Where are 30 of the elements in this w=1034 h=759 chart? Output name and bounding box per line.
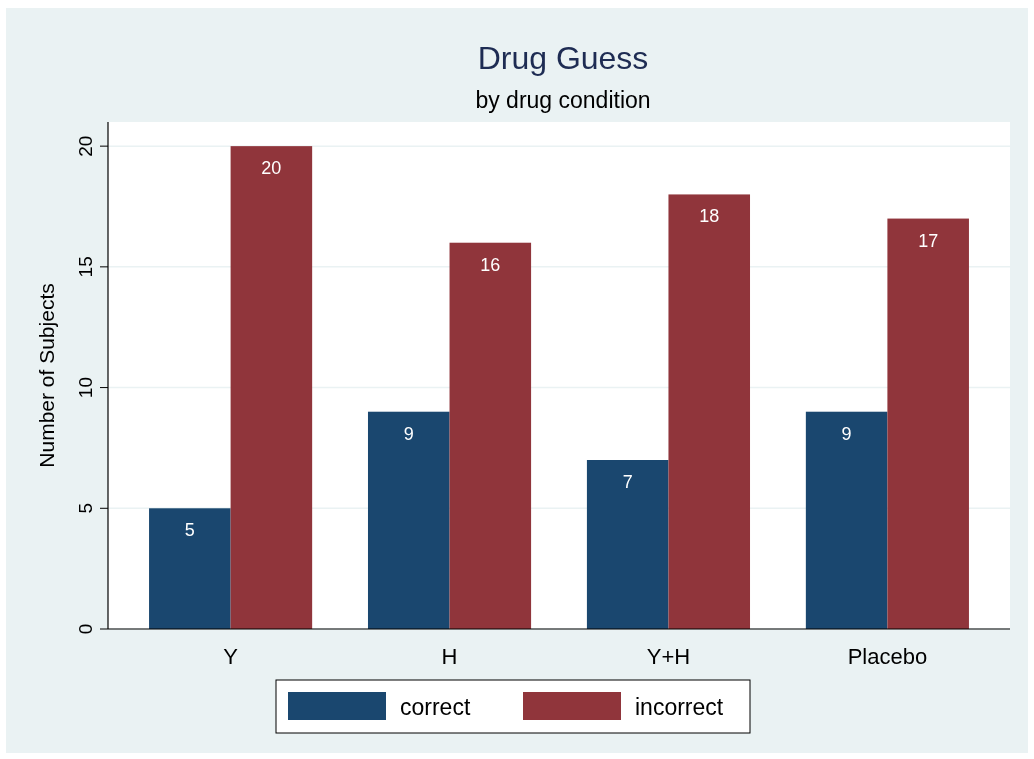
chart-subtitle: by drug condition — [475, 87, 651, 113]
data-label: 5 — [184, 520, 195, 541]
bar — [449, 242, 532, 629]
y-tick-label: 15 — [75, 256, 96, 278]
bar — [586, 460, 669, 629]
y-tick-label: 0 — [75, 623, 96, 635]
bar — [805, 411, 888, 629]
data-label: 17 — [918, 230, 939, 251]
data-label: 20 — [261, 158, 282, 179]
bar — [230, 146, 313, 629]
x-tick-label: H — [441, 644, 458, 669]
y-tick-label: 20 — [75, 135, 96, 157]
chart-title: Drug Guess — [477, 40, 649, 76]
x-tick-label: Placebo — [847, 644, 928, 669]
bar — [149, 508, 231, 629]
bar — [668, 194, 751, 629]
x-tick-label: Y+H — [646, 644, 691, 669]
legend-label: incorrect — [635, 694, 724, 720]
legend-label: correct — [400, 694, 471, 720]
x-tick-label: Y — [223, 644, 239, 669]
data-label: 9 — [403, 423, 414, 444]
data-label: 7 — [622, 472, 633, 492]
y-tick-label: 10 — [75, 377, 96, 399]
data-label: 18 — [699, 206, 720, 227]
data-label: 16 — [480, 254, 501, 275]
y-axis-title: Number of Subjects — [35, 283, 58, 468]
bar — [887, 218, 969, 629]
y-tick-label: 5 — [75, 503, 96, 514]
data-label: 9 — [841, 423, 852, 444]
bar — [367, 411, 450, 629]
